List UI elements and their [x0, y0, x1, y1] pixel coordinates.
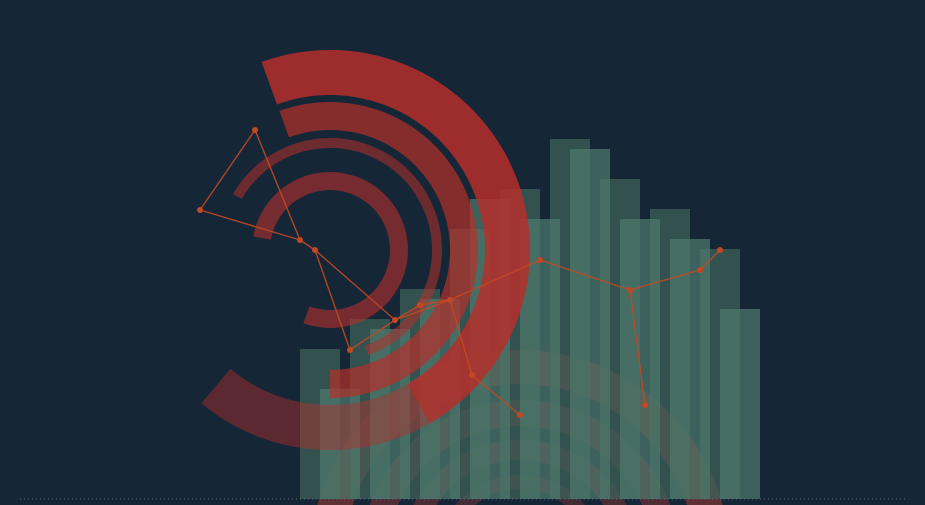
chart-canvas: [0, 0, 925, 505]
network-node: [312, 247, 318, 253]
network-node: [417, 302, 423, 308]
network-node: [642, 402, 648, 408]
network-node: [537, 257, 543, 263]
bar: [670, 239, 710, 499]
network-node: [297, 237, 303, 243]
network-node: [517, 412, 523, 418]
network-node: [197, 207, 203, 213]
network-node: [392, 317, 398, 323]
network-node: [469, 372, 475, 378]
bar: [570, 149, 610, 499]
bar: [620, 219, 660, 499]
network-node: [627, 287, 633, 293]
network-node: [697, 267, 703, 273]
network-node: [717, 247, 723, 253]
network-node: [447, 297, 453, 303]
bar: [720, 309, 760, 499]
network-node: [252, 127, 258, 133]
network-node: [347, 347, 353, 353]
chart-svg: [0, 0, 925, 505]
